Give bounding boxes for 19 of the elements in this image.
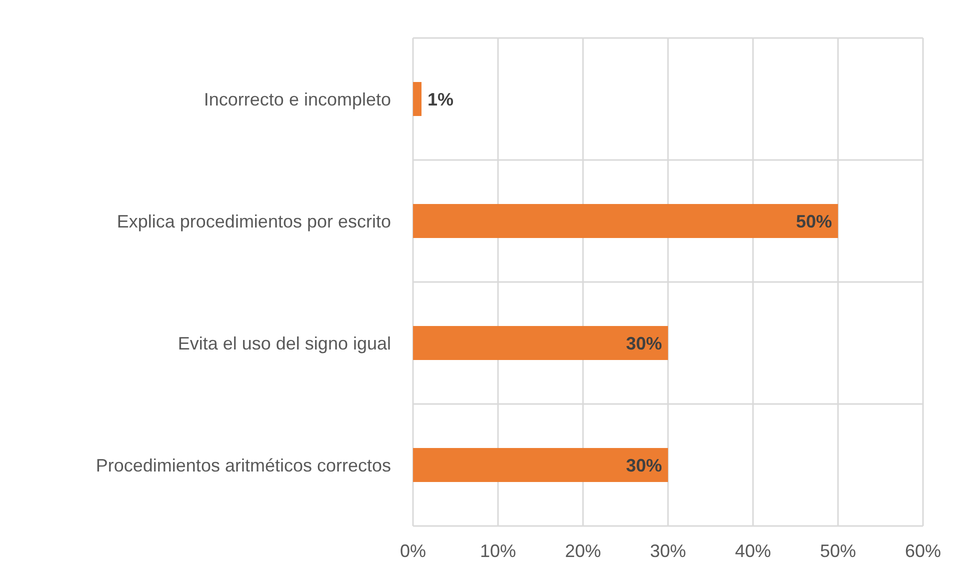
x-tick-label: 20% [564,540,602,561]
data-label: 1% [428,89,454,110]
y-tick-label: Incorrecto e incompleto [204,89,391,110]
x-tick-label: 30% [650,540,686,561]
y-tick-label: Procedimientos aritméticos correctos [96,455,391,476]
data-label: 30% [626,333,662,354]
bar [413,448,668,482]
bar [413,326,668,360]
data-label: 50% [796,211,832,232]
x-tick-label: 50% [820,540,856,561]
x-tick-label: 10% [480,540,516,561]
x-tick-label: 40% [734,540,772,561]
x-tick-label: 60% [904,540,942,561]
y-tick-label: Evita el uso del signo igual [178,333,391,354]
y-tick-label: Explica procedimientos por escrito [116,211,391,232]
bar [413,82,422,116]
data-label: 30% [626,455,662,476]
bar [413,204,838,238]
x-tick-label: 0% [400,540,426,561]
